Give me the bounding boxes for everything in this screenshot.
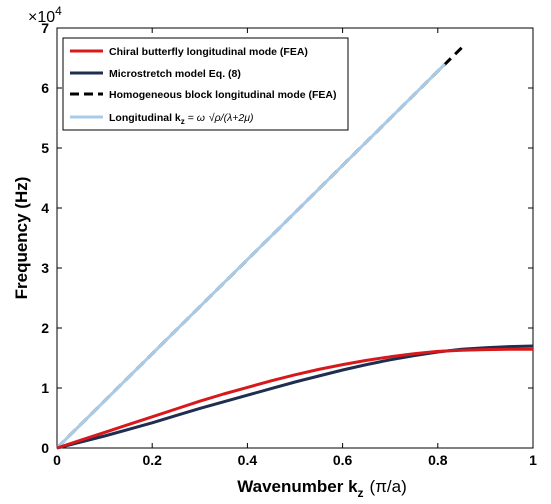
y-tick-label: 2 xyxy=(41,320,49,336)
x-axis-label: Wavenumber kz (π/a) xyxy=(237,477,407,500)
x-tick-label: 0.4 xyxy=(238,452,258,468)
x-tick-label: 1 xyxy=(529,452,537,468)
y-tick-label: 5 xyxy=(41,140,49,156)
legend-label-longitudinal: Longitudinal kz = ω √ρ/(λ+2μ) xyxy=(109,112,254,126)
legend-label-homogeneous: Homogeneous block longitudinal mode (FEA… xyxy=(109,89,337,101)
legend-label-microstretch: Microstretch model Eq. (8) xyxy=(109,68,241,80)
y-tick-label: 1 xyxy=(41,380,49,396)
y-tick-label: 4 xyxy=(41,200,49,216)
x-tick-label: 0.6 xyxy=(333,452,353,468)
y-axis-label: Frequency (Hz) xyxy=(12,177,31,300)
y-tick-label: 3 xyxy=(41,260,49,276)
y-tick-label: 0 xyxy=(41,440,49,456)
x-tick-label: 0.8 xyxy=(428,452,448,468)
y-tick-label: 7 xyxy=(41,20,49,36)
x-tick-label: 0 xyxy=(53,452,61,468)
series-line-3 xyxy=(55,62,446,450)
series-line-0 xyxy=(56,347,533,450)
legend-label-chiral: Chiral butterfly longitudinal mode (FEA) xyxy=(109,46,308,58)
x-tick-label: 0.2 xyxy=(142,452,162,468)
legend-box xyxy=(62,37,349,131)
y-multiplier: ×104 xyxy=(28,4,62,26)
legend: Chiral butterfly longitudinal mode (FEA)… xyxy=(62,37,349,131)
y-tick-label: 6 xyxy=(41,80,49,96)
